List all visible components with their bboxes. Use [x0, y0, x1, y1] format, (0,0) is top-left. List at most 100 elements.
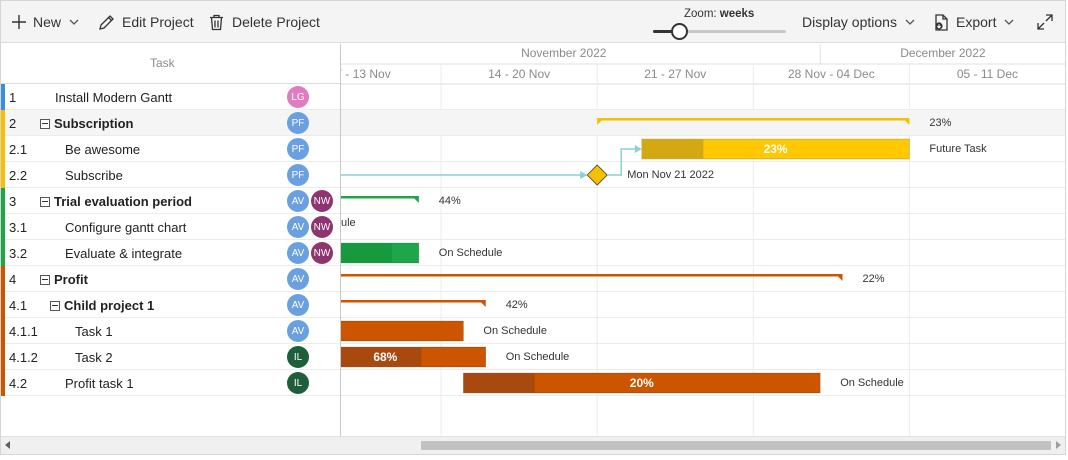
trash-icon	[210, 14, 223, 30]
assignee-avatar[interactable]: NW	[311, 242, 333, 264]
task-column-header[interactable]: Task	[150, 56, 175, 70]
assignee-avatar[interactable]: PF	[287, 138, 309, 160]
task-name-cell[interactable]: Task 2	[75, 350, 113, 365]
task-name-cell[interactable]: Subscription	[40, 116, 133, 131]
export-button[interactable]: Export	[933, 1, 1021, 43]
task-row[interactable]: 4.2 Profit task 1 IL	[1, 370, 340, 396]
gantt-chart: November 2022 December 2022 7 - 13 Nov 14 -…	[341, 44, 1065, 436]
row-color-stripe	[1, 344, 5, 370]
fullscreen-button[interactable]	[1037, 1, 1060, 43]
scrollbar-thumb[interactable]	[421, 441, 1051, 450]
task-name-cell[interactable]: Child project 1	[50, 298, 154, 313]
milestone-date-label: Mon Nov 21 2022	[627, 169, 715, 181]
assignee-avatar[interactable]: PF	[287, 112, 309, 134]
toolbar: New Edit Project Delete Project Zoom: we…	[1, 1, 1065, 43]
task-wbs: 4.1.1	[9, 324, 38, 339]
assignee-avatar[interactable]: AV	[287, 190, 309, 212]
edit-project-button[interactable]: Edit Project	[98, 1, 194, 43]
assignee-avatar[interactable]: AV	[287, 294, 309, 316]
row-color-stripe	[1, 292, 5, 318]
row-color-stripe	[1, 188, 5, 214]
task-wbs: 3.1	[9, 220, 28, 235]
task-wbs: 2	[9, 116, 17, 131]
task-row[interactable]: 3 Trial evaluation period AV NW	[1, 188, 340, 214]
row-color-stripe	[1, 110, 5, 136]
summary-left-cap	[597, 118, 605, 125]
assignee-avatar[interactable]: AV	[287, 320, 309, 342]
summary-bar	[341, 274, 843, 277]
assignee-avatar[interactable]: PF	[287, 164, 309, 186]
assignee-avatar[interactable]: AV	[287, 216, 309, 238]
delete-project-button[interactable]: Delete Project	[208, 1, 320, 43]
task-row[interactable]: 2.1 Be awesome PF	[1, 136, 340, 162]
task-name-cell[interactable]: Be awesome	[65, 142, 140, 157]
task-row[interactable]: 4.1.1 Task 1 AV	[1, 318, 340, 344]
task-status-label: On Schedule	[438, 247, 503, 259]
horizontal-scrollbar[interactable]	[1, 436, 1065, 454]
pencil-icon	[99, 14, 114, 30]
collapse-toggle-icon[interactable]	[40, 118, 50, 129]
task-name-cell[interactable]: Profit task 1	[65, 376, 134, 391]
task-row[interactable]: 3.1 Configure gantt chart AV NW	[1, 214, 340, 240]
new-button[interactable]: New	[12, 1, 86, 43]
week-label: 7 - 13 Nov	[341, 67, 391, 81]
new-button-label: New	[33, 14, 62, 30]
task-name: Task 1	[75, 324, 113, 339]
overflow-label: ule	[341, 217, 356, 229]
collapse-toggle-icon[interactable]	[50, 300, 60, 311]
assignee-avatar[interactable]: IL	[287, 372, 309, 394]
collapse-toggle-icon[interactable]	[40, 274, 50, 285]
task-row[interactable]: 4.1 Child project 1 AV	[1, 292, 340, 318]
assignee-avatar[interactable]: LG	[287, 86, 309, 108]
row-color-stripe	[1, 214, 5, 240]
task-row[interactable]: 2 Subscription PF	[1, 110, 340, 136]
row-color-stripe	[1, 162, 5, 188]
task-name: Subscribe	[65, 168, 123, 183]
task-wbs: 4	[9, 272, 17, 287]
summary-right-cap	[835, 274, 843, 281]
assignee-avatar[interactable]: IL	[287, 346, 309, 368]
task-status-label: On Schedule	[483, 325, 547, 337]
task-row[interactable]: 3.2 Evaluate & integrate AV NW	[1, 240, 340, 266]
export-label: Export	[956, 14, 997, 30]
task-name-cell[interactable]: Configure gantt chart	[65, 220, 186, 235]
zoom-slider-track[interactable]	[653, 30, 786, 33]
task-name: Configure gantt chart	[65, 220, 187, 235]
assignee-avatar[interactable]: NW	[311, 190, 333, 212]
zoom-slider-fill	[653, 30, 680, 33]
task-wbs: 2.1	[9, 142, 28, 157]
chevron-down-icon	[905, 19, 915, 25]
task-name-cell[interactable]: Subscribe	[65, 168, 123, 183]
month-label: November 2022	[521, 46, 607, 60]
task-row[interactable]: 4.1.2 Task 2 IL	[1, 344, 340, 370]
row-color-stripe	[1, 318, 5, 344]
collapse-toggle-icon[interactable]	[40, 196, 50, 207]
display-options-label: Display options	[802, 14, 897, 30]
zoom-slider-thumb[interactable]	[671, 23, 688, 40]
task-name-cell[interactable]: Profit	[40, 272, 88, 287]
task-status-label: On Schedule	[840, 377, 904, 389]
scroll-right-arrow-icon[interactable]	[1056, 441, 1061, 449]
zoom-label: Zoom: weeks	[684, 8, 755, 20]
task-wbs: 2.2	[9, 168, 28, 183]
summary-percent-label: 22%	[862, 273, 885, 285]
dependency-line	[607, 148, 636, 176]
task-wbs: 4.2	[9, 376, 28, 391]
task-name: Evaluate & integrate	[65, 246, 183, 261]
task-name-cell[interactable]: Task 1	[75, 324, 113, 339]
task-row[interactable]: 1 Install Modern Gantt LG	[1, 84, 340, 110]
task-name-cell[interactable]: Install Modern Gantt	[55, 90, 172, 105]
scroll-left-arrow-icon[interactable]	[5, 441, 10, 449]
task-name-cell[interactable]: Trial evaluation period	[40, 194, 192, 209]
task-row[interactable]: 4 Profit AV	[1, 266, 340, 292]
assignee-avatar[interactable]: AV	[287, 268, 309, 290]
assignee-avatar[interactable]: NW	[311, 216, 333, 238]
display-options-button[interactable]: Display options	[802, 1, 922, 43]
milestone-diamond	[586, 164, 608, 186]
task-name-cell[interactable]: Evaluate & integrate	[65, 246, 182, 261]
row-highlight	[341, 110, 1065, 136]
task-wbs: 1	[9, 90, 17, 105]
week-label: 05 - 11 Dec	[956, 67, 1019, 81]
task-row[interactable]: 2.2 Subscribe PF	[1, 162, 340, 188]
assignee-avatar[interactable]: AV	[287, 242, 309, 264]
